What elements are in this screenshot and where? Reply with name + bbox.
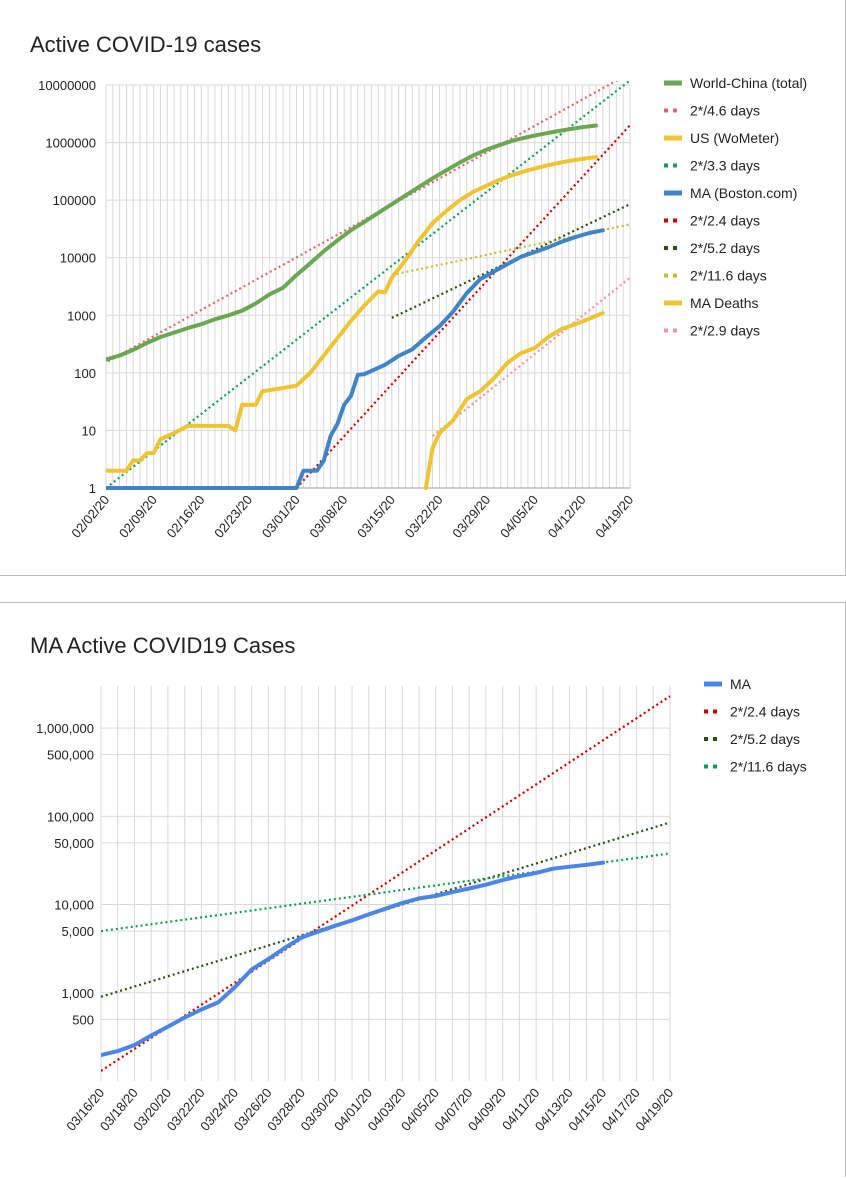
series-line-world-china-total-: [106, 123, 598, 362]
series-line-2-3-3-days: [106, 81, 631, 489]
y-tick-label: 1,000: [61, 986, 94, 1001]
y-tick-label: 1: [89, 481, 96, 496]
x-tick-label: 04/12/20: [545, 492, 589, 540]
y-tick-label: 5,000: [61, 924, 94, 939]
series-line-2-2-4-days: [295, 124, 631, 489]
y-tick-label: 100,000: [47, 809, 94, 824]
series-line-ma: [101, 860, 606, 1057]
chart-panel-ma: MA Active COVID19 Cases 500 1,000 5,000 10,…: [0, 602, 846, 1177]
x-tick-label: 03/22/20: [402, 492, 446, 540]
y-tick-label: 500,000: [47, 748, 94, 763]
legend-label: 2*/2.9 days: [690, 323, 760, 339]
y-tick-label: 10,000: [54, 898, 94, 913]
legend-label: 2*/4.6 days: [690, 103, 760, 119]
legend-label: 2*/3.3 days: [690, 158, 760, 174]
x-tick-label: 04/19/20: [592, 492, 636, 540]
series-line-ma-deaths: [423, 310, 605, 490]
chart-ma-svg: MA Active COVID19 Cases 500 1,000 5,000 10,…: [30, 633, 807, 1134]
y-tick-label: 1,000,000: [36, 721, 94, 736]
chart-panel-world: Active COVID-19 cases 1 10 100 1000 10000 100…: [0, 0, 846, 576]
series-line-2-4-6-days: [106, 81, 619, 364]
y-tick-label: 1000: [67, 308, 96, 323]
y-tick-label: 500: [72, 1012, 94, 1027]
series-line-ma-boston-com-: [106, 228, 605, 490]
chart-world-svg: Active COVID-19 cases 1 10 100 1000 10000 100…: [30, 32, 807, 541]
legend-label: 2*/5.2 days: [690, 240, 760, 256]
x-tick-label: 02/09/20: [116, 492, 160, 540]
legend-label: MA: [730, 676, 752, 692]
legend-label: 2*/11.6 days: [730, 759, 807, 775]
legend-label: 2*/5.2 days: [730, 731, 800, 747]
y-tick-label: 10000000: [38, 78, 96, 93]
legend-label: World-China (total): [690, 75, 807, 91]
x-tick-label: 02/02/20: [68, 492, 112, 540]
series-line-2-2-9-days: [431, 276, 631, 437]
chart-title: Active COVID-19 cases: [30, 32, 261, 57]
chart-title: MA Active COVID19 Cases: [30, 633, 295, 658]
legend-label: 2*/11.6 days: [690, 268, 767, 284]
y-tick-label: 50,000: [54, 836, 94, 851]
x-tick-label: 03/15/20: [354, 492, 398, 540]
series-line-us-wometer-: [106, 155, 598, 473]
series-line-2-2-4-days: [101, 695, 671, 1072]
x-tick-label: 03/08/20: [306, 492, 350, 540]
y-tick-label: 100: [74, 366, 96, 381]
legend-label: 2*/2.4 days: [730, 704, 800, 720]
x-tick-label: 02/16/20: [164, 492, 208, 540]
x-tick-label: 03/01/20: [259, 492, 303, 540]
legend-label: 2*/2.4 days: [690, 213, 760, 229]
legend-label: MA Deaths: [690, 295, 758, 311]
legend-label: MA (Boston.com): [690, 185, 797, 201]
series-line-2-5-2-days: [101, 821, 671, 998]
y-tick-label: 100000: [53, 193, 96, 208]
series-line-2-11-6-days: [101, 852, 671, 933]
x-tick-label: 04/05/20: [497, 492, 541, 540]
x-tick-label: 02/23/20: [211, 492, 255, 540]
legend-label: US (WoMeter): [690, 130, 779, 146]
x-tick-label: 03/29/20: [449, 492, 493, 540]
series-line-2-11-6-days: [391, 223, 631, 277]
y-tick-label: 1000000: [45, 136, 96, 151]
y-tick-label: 10000: [60, 251, 96, 266]
y-tick-label: 10: [82, 423, 96, 438]
